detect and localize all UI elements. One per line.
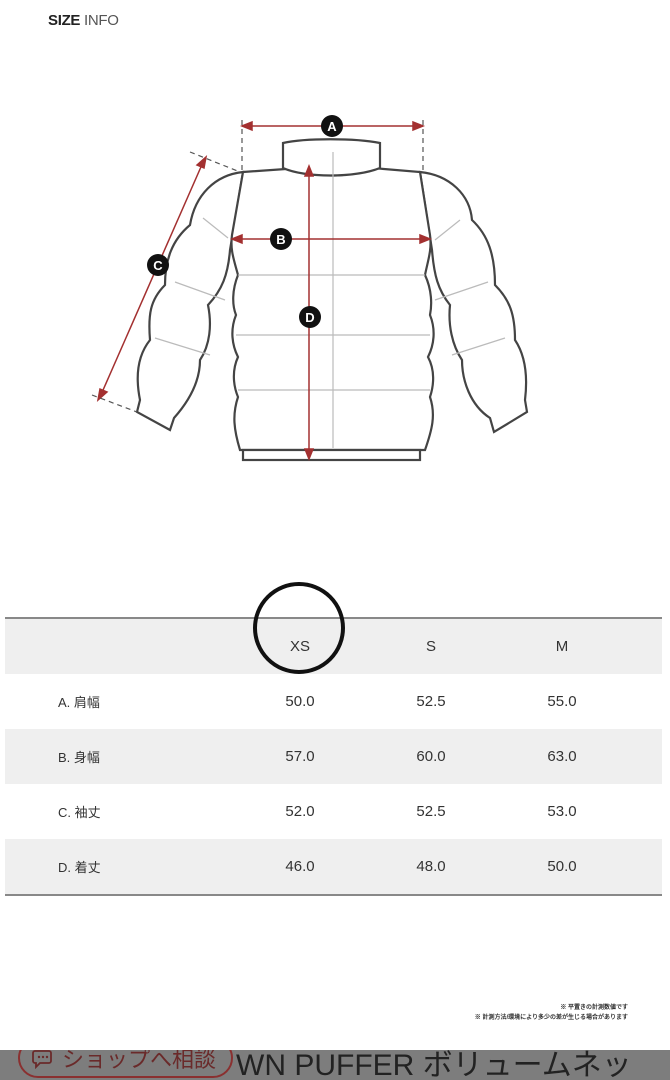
- table-row: B. 身幅 57.0 60.0 63.0: [5, 729, 662, 784]
- shop-consult-button[interactable]: ショップへ相談: [18, 1050, 233, 1078]
- chat-bubble-icon: [32, 1050, 52, 1069]
- page-title: SIZE INFO: [48, 12, 119, 29]
- jacket-size-diagram: A B C D: [91, 115, 529, 462]
- measurement-notes: ※ 平置きの計測数値です ※ 計測方法/環境により多少の差が生じる場合があります: [474, 1005, 628, 1021]
- table-row: C. 袖丈 52.0 52.5 53.0: [58, 803, 577, 820]
- label-c: C: [153, 258, 163, 273]
- table-row: D. 着丈 46.0 48.0 50.0: [5, 839, 662, 894]
- column-header-m: M: [555, 638, 569, 655]
- size-table: XS S M A. 肩幅 50.0 52.5 55.0 B. 身幅 57.0 6…: [5, 617, 662, 896]
- label-a: A: [327, 119, 337, 134]
- column-header-s: S: [425, 638, 436, 655]
- xs-highlight-circle: [253, 582, 345, 674]
- jacket-outline: [135, 138, 529, 462]
- table-row: A. 肩幅 50.0 52.5 55.0: [58, 693, 577, 710]
- product-title: WN PUFFER ボリュームネッ: [236, 1050, 632, 1080]
- label-b: B: [276, 232, 285, 247]
- label-d: D: [305, 310, 314, 325]
- measure-badges: A B C D: [147, 115, 343, 328]
- bottom-bar: ショップへ相談 WN PUFFER ボリュームネッ: [0, 1050, 670, 1080]
